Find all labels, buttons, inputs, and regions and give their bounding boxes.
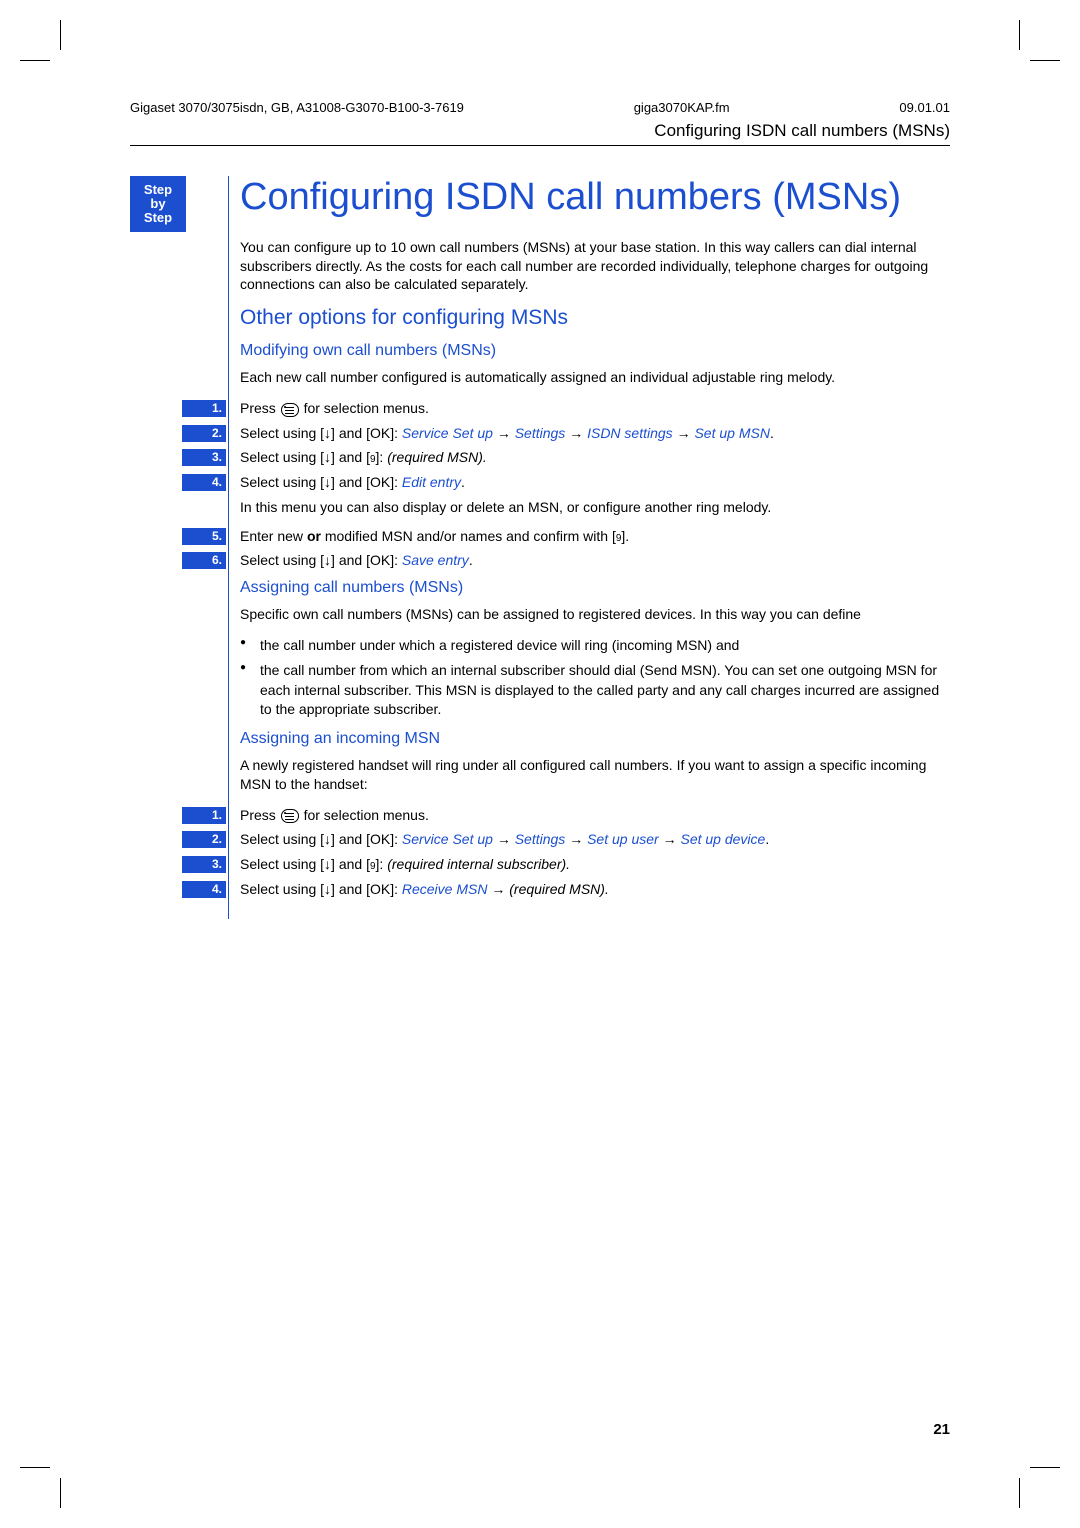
step-item: 1. Press for selection menus. — [240, 806, 950, 826]
intro-paragraph: You can configure up to 10 own call numb… — [240, 238, 950, 295]
step-number-badge: 4. — [182, 881, 226, 898]
step-text: Select using [↓] and [OK]: — [240, 425, 402, 441]
menu-path: Settings — [515, 831, 566, 847]
arrow-icon: → — [659, 831, 681, 847]
step-text: Press — [240, 400, 280, 416]
step-box-line: by — [150, 197, 165, 211]
step-item: 4. Select using [↓] and [OK]: Edit entry… — [240, 473, 950, 493]
menu-icon — [281, 403, 299, 417]
step-text: Select using [↓] and [ — [240, 856, 370, 872]
menu-icon — [281, 809, 299, 823]
arrow-icon: → — [565, 425, 587, 441]
bullet-item: the call number from which an internal s… — [240, 661, 950, 720]
step-text: for selection menus. — [300, 400, 429, 416]
section-title: Configuring ISDN call numbers (MSNs) — [130, 121, 950, 141]
step-number-badge: 5. — [182, 528, 226, 545]
step-text: Select using [↓] and [OK]: — [240, 831, 402, 847]
step-box-line: Step — [144, 211, 172, 225]
step-text: ]: — [376, 449, 388, 465]
step-item: 2. Select using [↓] and [OK]: Service Se… — [240, 424, 950, 444]
arrow-icon: → — [565, 831, 587, 847]
menu-path: Edit entry — [402, 474, 461, 490]
heading-assigning-msn: Assigning call numbers (MSNs) — [240, 579, 950, 597]
heading-modify-msn: Modifying own call numbers (MSNs) — [240, 342, 950, 360]
step-text: Select using [↓] and [OK]: — [240, 552, 402, 568]
bullet-list: the call number under which a registered… — [240, 636, 950, 720]
arrow-icon: → — [673, 425, 695, 441]
step-item: 2. Select using [↓] and [OK]: Service Se… — [240, 830, 950, 850]
step-text: Select using [↓] and [ — [240, 449, 370, 465]
step-number-badge: 3. — [182, 856, 226, 873]
step-item: 3. Select using [↓] and [9]: (required i… — [240, 855, 950, 875]
page-title: Configuring ISDN call numbers (MSNs) — [240, 176, 950, 220]
step-text: Select using [↓] and [OK]: — [240, 474, 402, 490]
step-text: (required MSN). — [387, 449, 487, 465]
arrow-icon: → — [487, 881, 509, 897]
heading-assigning-incoming: Assigning an incoming MSN — [240, 730, 950, 748]
step-number-badge: 2. — [182, 425, 226, 442]
step-item: 6. Select using [↓] and [OK]: Save entry… — [240, 551, 950, 571]
body-text: A newly registered handset will ring und… — [240, 756, 950, 794]
step-item: 4. Select using [↓] and [OK]: Receive MS… — [240, 880, 950, 900]
body-text: Specific own call numbers (MSNs) can be … — [240, 605, 950, 624]
menu-path: Receive MSN — [402, 881, 488, 897]
header-left: Gigaset 3070/3075isdn, GB, A31008-G3070-… — [130, 100, 464, 115]
step-text: or — [307, 528, 321, 544]
step-item: 3. Select using [↓] and [9]: (required M… — [240, 448, 950, 468]
step-number-badge: 6. — [182, 552, 226, 569]
step-number-badge: 4. — [182, 474, 226, 491]
step-text: . — [461, 474, 465, 490]
header-center: giga3070KAP.fm — [634, 100, 730, 115]
arrow-icon: → — [493, 831, 515, 847]
step-number-badge: 1. — [182, 807, 226, 824]
step-text: ]. — [621, 528, 629, 544]
step-text: for selection menus. — [300, 807, 429, 823]
step-number-badge: 3. — [182, 449, 226, 466]
step-text: (required MSN). — [509, 881, 609, 897]
step-text: Press — [240, 807, 280, 823]
header-rule — [130, 145, 950, 146]
running-header: Gigaset 3070/3075isdn, GB, A31008-G3070-… — [130, 100, 950, 115]
step-item: 1. Press for selection menus. — [240, 399, 950, 419]
step-number-badge: 1. — [182, 400, 226, 417]
bullet-item: the call number under which a registered… — [240, 636, 950, 656]
step-text: . — [770, 425, 774, 441]
page-number: 21 — [933, 1421, 950, 1438]
menu-path: Set up device — [680, 831, 765, 847]
menu-path: Set up MSN — [694, 425, 769, 441]
step-text: modified MSN and/or names and confirm wi… — [321, 528, 616, 544]
arrow-icon: → — [493, 425, 515, 441]
body-text: Each new call number configured is autom… — [240, 368, 950, 387]
step-text: (required internal subscriber). — [387, 856, 570, 872]
menu-path: Service Set up — [402, 425, 493, 441]
menu-path: ISDN settings — [587, 425, 673, 441]
step-text: . — [469, 552, 473, 568]
step-number-badge: 2. — [182, 831, 226, 848]
step-text: ]: — [376, 856, 388, 872]
step-text: Enter new — [240, 528, 307, 544]
step-text: . — [765, 831, 769, 847]
step-by-step-badge: Step by Step — [130, 176, 186, 232]
menu-path: Save entry — [402, 552, 469, 568]
step-item: 5. Enter new or modified MSN and/or name… — [240, 527, 950, 547]
vertical-rule — [228, 176, 229, 919]
menu-path: Set up user — [587, 831, 659, 847]
menu-path: Service Set up — [402, 831, 493, 847]
step-box-line: Step — [144, 183, 172, 197]
heading-other-options: Other options for configuring MSNs — [240, 306, 950, 330]
body-text: In this menu you can also display or del… — [240, 498, 950, 517]
menu-path: Settings — [515, 425, 566, 441]
step-text: Select using [↓] and [OK]: — [240, 881, 402, 897]
header-right: 09.01.01 — [899, 100, 950, 115]
